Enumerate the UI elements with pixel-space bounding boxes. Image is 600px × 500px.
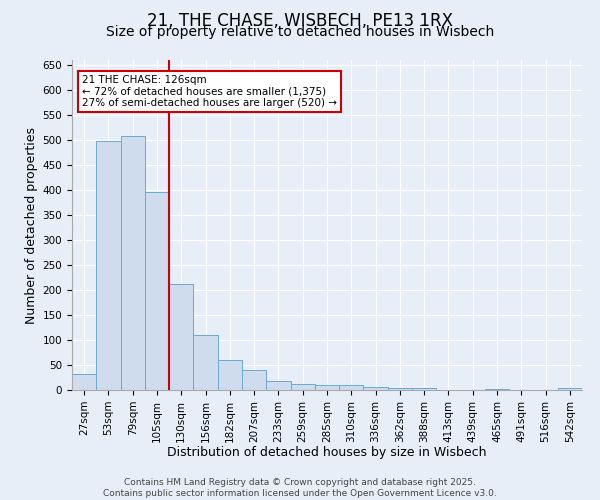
Bar xyxy=(72,374,96,390)
Bar xyxy=(96,140,121,390)
Text: Contains HM Land Registry data © Crown copyright and database right 2025.
Contai: Contains HM Land Registry data © Crown c… xyxy=(103,478,497,498)
Bar xyxy=(412,388,436,390)
Text: Size of property relative to detached houses in Wisbech: Size of property relative to detached ho… xyxy=(106,25,494,39)
Bar xyxy=(364,386,388,390)
Bar xyxy=(193,334,218,390)
Bar xyxy=(558,388,582,390)
Bar xyxy=(121,136,145,390)
Bar xyxy=(266,381,290,390)
Bar xyxy=(485,388,509,390)
Bar xyxy=(242,370,266,390)
Bar xyxy=(169,284,193,390)
Bar xyxy=(218,360,242,390)
Y-axis label: Number of detached properties: Number of detached properties xyxy=(25,126,38,324)
Text: 21 THE CHASE: 126sqm
← 72% of detached houses are smaller (1,375)
27% of semi-de: 21 THE CHASE: 126sqm ← 72% of detached h… xyxy=(82,75,337,108)
Bar xyxy=(388,388,412,390)
Bar xyxy=(315,385,339,390)
Text: 21, THE CHASE, WISBECH, PE13 1RX: 21, THE CHASE, WISBECH, PE13 1RX xyxy=(147,12,453,30)
X-axis label: Distribution of detached houses by size in Wisbech: Distribution of detached houses by size … xyxy=(167,446,487,459)
Bar xyxy=(339,385,364,390)
Bar xyxy=(290,384,315,390)
Bar xyxy=(145,192,169,390)
